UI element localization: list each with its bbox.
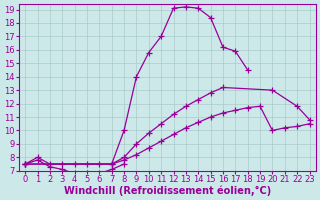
X-axis label: Windchill (Refroidissement éolien,°C): Windchill (Refroidissement éolien,°C) (64, 185, 271, 196)
